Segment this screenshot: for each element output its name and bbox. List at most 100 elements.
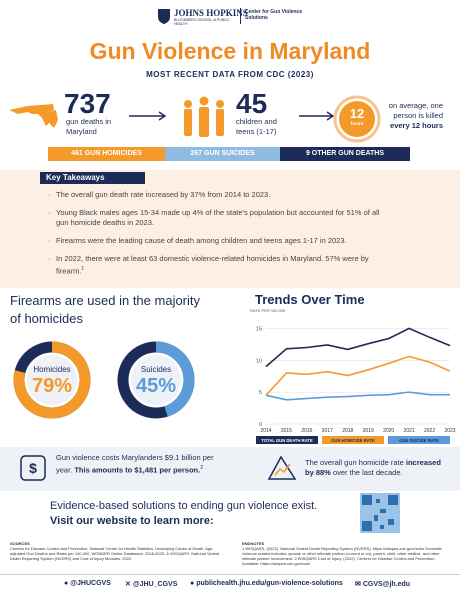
- callout-panel: [0, 447, 460, 491]
- series-line: [265, 327, 451, 368]
- callout-text: over the last decade.: [330, 468, 403, 477]
- cta-link[interactable]: Visit our website to learn more:: [50, 515, 214, 527]
- series-line: [265, 391, 450, 401]
- legend-label: GUN SUICIDE RATE: [399, 438, 439, 443]
- donut-value: 79%: [32, 375, 72, 397]
- footer-item[interactable]: ✉ CGVS@jh.edu: [355, 581, 411, 588]
- x-tick-label: 2020: [383, 428, 394, 434]
- stat-label: on average, one person is killed every 1…: [383, 101, 443, 131]
- footnote: 1: [81, 266, 85, 272]
- x-handle[interactable]: @JHU_CGVS: [132, 581, 178, 588]
- section-title: Trends Over Time: [255, 292, 365, 307]
- x-tick-label: 2016: [301, 428, 312, 434]
- qr-code[interactable]: [360, 493, 400, 533]
- trend-icon: [267, 455, 297, 480]
- website[interactable]: publichealth.jhu.edu/gun-violence-soluti…: [196, 580, 343, 587]
- takeaway-item: · Firearms were the leading cause of deat…: [48, 236, 393, 246]
- x-tick-label: 2014: [260, 428, 271, 434]
- footer-item[interactable]: ● publichealth.jhu.edu/gun-violence-solu…: [190, 580, 343, 587]
- clock-unit: hours: [350, 121, 364, 126]
- callout: The overall gun homicide rate increased …: [305, 458, 450, 478]
- money-icon: $: [20, 455, 46, 481]
- x-tick-label: 2022: [424, 428, 435, 434]
- takeaway-item: · Young Black males ages 15-34 made up 4%…: [48, 208, 393, 228]
- legend-swatch: [322, 436, 384, 444]
- logo-school: BLOOMBERG SCHOOL of PUBLIC HEALTH: [174, 18, 230, 26]
- facebook[interactable]: @JHUCGVS: [70, 580, 111, 587]
- takeaways-title: Key Takeaways: [40, 172, 145, 184]
- donut-name: Suicides: [141, 365, 171, 374]
- cta-line: Evidence-based solutions to ending gun v…: [50, 500, 318, 512]
- clock-icon: [333, 95, 381, 143]
- bullet: ·: [48, 236, 51, 245]
- takeaway-text: Young Black males ages 15-34 made up 4% …: [56, 208, 380, 227]
- endnotes-text: 1 WISQARS. (2022). National Violent Deat…: [242, 546, 443, 566]
- bullet: ·: [48, 190, 51, 199]
- breakdown-segment: 461 GUN HOMICIDES: [48, 147, 165, 161]
- donut-center: [131, 355, 181, 405]
- footer-rule: [0, 574, 460, 575]
- x-tick-label: 2017: [322, 428, 333, 434]
- takeaways-panel: [0, 170, 460, 288]
- x-tick-label: 2019: [363, 428, 374, 434]
- stat-value: 45: [236, 88, 268, 119]
- arrow: [129, 111, 167, 121]
- endnotes: ENDNOTES 1 WISQARS. (2022). National Viol…: [242, 541, 452, 566]
- bullet: ·: [48, 254, 51, 263]
- callout-bold: This amounts to $1,481 per person.: [74, 465, 201, 475]
- breakdown-segment: 267 GUN SUICIDES: [165, 147, 280, 161]
- center-name: Center for Gun Violence Solutions: [245, 9, 303, 21]
- sources-text: Centers for Disease Control and Preventi…: [10, 546, 220, 561]
- sources: SOURCES Centers for Disease Control and P…: [10, 541, 220, 561]
- y-axis-label: RATE PER 100,000: [250, 308, 286, 313]
- takeaway-text: In 2022, there were at least 63 domestic…: [56, 254, 369, 276]
- y-tick-label: 0: [259, 422, 262, 428]
- footer-item[interactable]: ✕ @JHU_CGVS: [125, 581, 178, 588]
- donut-name: Homicides: [33, 365, 70, 374]
- y-tick-label: 5: [259, 390, 262, 396]
- stat-text: on average, one person is killed: [388, 101, 443, 120]
- callout-bold: increased by 88%: [305, 458, 441, 477]
- divider: [240, 8, 241, 24]
- arrow: [299, 111, 335, 121]
- takeaways-list: · The overall gun death rate increased by…: [48, 190, 393, 285]
- stat-value: 737: [64, 88, 111, 119]
- x-tick-label: 2023: [444, 428, 455, 434]
- callout-text: The overall gun homicide rate: [305, 458, 406, 467]
- people-icon: [184, 96, 224, 137]
- sources-title: SOURCES: [10, 541, 30, 546]
- y-tick-label: 10: [256, 358, 262, 364]
- logo-name: JOHNS HOPKINS: [174, 8, 248, 18]
- title: Gun Violence in Maryland: [89, 38, 371, 64]
- callout: Gun violence costs Marylanders $9.1 bill…: [56, 453, 231, 476]
- stat-label: children and teens (1-17): [236, 117, 277, 136]
- email[interactable]: CGVS@jh.edu: [362, 581, 411, 588]
- stat-emphasis: every 12 hours: [390, 121, 443, 130]
- breakdown-segment: 9 OTHER GUN DEATHS: [280, 147, 410, 161]
- footer-item[interactable]: ● @JHUCGVS: [64, 580, 111, 587]
- donut-value: 45%: [136, 375, 176, 397]
- subtitle: MOST RECENT DATA FROM CDC (2023): [146, 70, 314, 79]
- bullet: ·: [48, 208, 51, 217]
- maryland-map: [9, 104, 58, 128]
- stat-label: gun deaths in Maryland: [66, 117, 112, 136]
- section-title: Firearms are used in the majority of hom…: [10, 293, 201, 326]
- donut-arc: [13, 341, 91, 419]
- breakdown-bar: 461 GUN HOMICIDES 267 GUN SUICIDES 9 OTHER…: [48, 147, 410, 161]
- endnotes-title: ENDNOTES: [242, 541, 265, 546]
- legend-label: GUN HOMICIDE RATE: [331, 438, 375, 443]
- legend-label: TOTAL GUN DEATH RATE: [261, 438, 313, 443]
- takeaway-item: · The overall gun death rate increased by…: [48, 190, 393, 200]
- takeaway-text: The overall gun death rate increased by …: [56, 190, 271, 199]
- series-line: [265, 355, 451, 396]
- legend-swatch: [388, 436, 450, 444]
- line-chart: RATE PER 100,000 0 5 10 15 2014 2015 2016 2017 20…: [250, 308, 456, 444]
- x-tick-label: 2021: [404, 428, 415, 434]
- x-tick-label: 2018: [342, 428, 353, 434]
- clock-value: 12: [349, 106, 365, 121]
- takeaway-item: · In 2022, there were at least 63 domesti…: [48, 254, 393, 277]
- callout-text: Gun violence costs Marylanders $9.1 bill…: [56, 453, 214, 475]
- donut-arc: [117, 341, 195, 419]
- takeaway-text: Firearms were the leading cause of death…: [56, 236, 347, 245]
